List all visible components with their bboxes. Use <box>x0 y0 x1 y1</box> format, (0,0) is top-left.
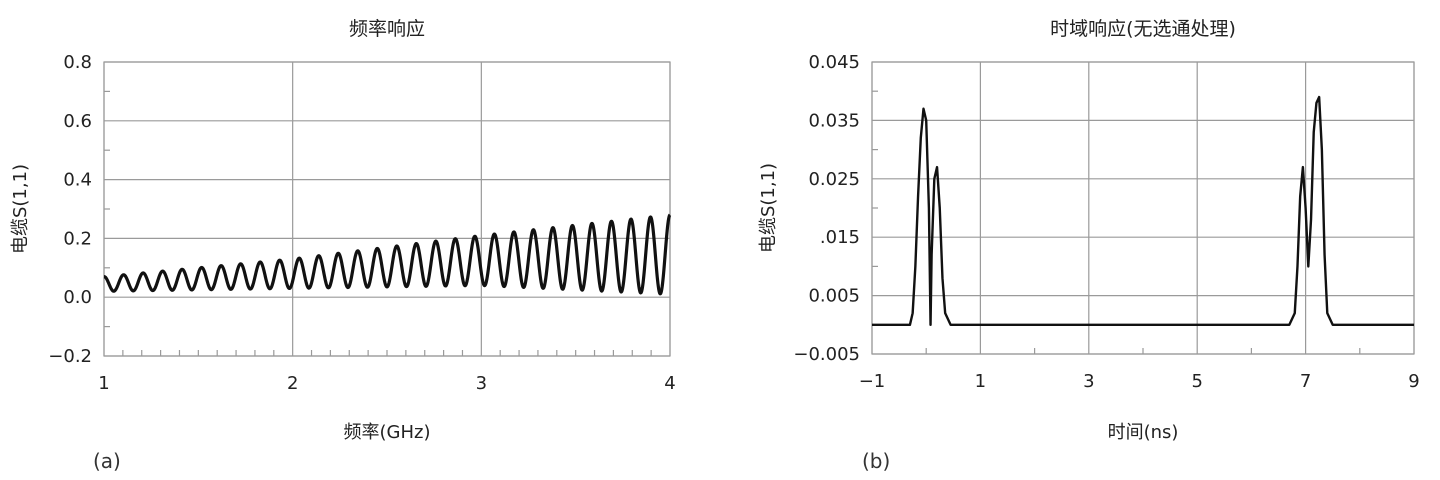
x-tick-label: 5 <box>1191 371 1202 392</box>
y-tick-label: 0.8 <box>63 52 92 73</box>
x-tick-label: 3 <box>1083 371 1094 392</box>
y-tick-label: 0.025 <box>808 169 860 190</box>
x-tick-label: 7 <box>1300 371 1311 392</box>
data-series <box>872 95 1414 326</box>
time-domain-response-chart: 时域响应(无选通处理) −1 1 3 5 7 9 −0.005 0.005 .015 0.025 0.… <box>758 18 1420 473</box>
series-line <box>872 95 1414 326</box>
y-tick-label: 0.035 <box>808 110 860 131</box>
frequency-response-panel: 频率响应 1 2 3 4 −0.2 0.0 0.2 0.4 0.6 0.8 频率(GHz) 电缆S(1,… <box>10 18 676 473</box>
time-domain-response-panel: 时域响应(无选通处理) −1 1 3 5 7 9 −0.005 0.005 .015 0.025 0.… <box>720 0 1440 480</box>
data-series <box>102 213 672 296</box>
panel-label: (a) <box>93 449 121 473</box>
y-tick-label: 0.6 <box>63 111 92 132</box>
y-tick-label: .015 <box>820 227 860 248</box>
x-tick-label: −1 <box>859 371 886 392</box>
plot-frame <box>103 61 671 357</box>
x-tick-label: 2 <box>287 373 298 394</box>
x-tick-label: 1 <box>975 371 986 392</box>
y-axis-label: 电缆S(1,1) <box>10 164 31 254</box>
gridlines <box>103 61 671 357</box>
x-axis-label: 频率(GHz) <box>344 422 431 443</box>
y-tick-label: −0.005 <box>793 344 860 365</box>
y-tick-label: 0.4 <box>63 170 92 191</box>
minor-ticks <box>104 90 652 356</box>
panel-label: (b) <box>862 449 890 473</box>
y-tick-label: 0.0 <box>63 287 92 308</box>
plot-frame <box>871 61 1415 355</box>
x-tick-label: 9 <box>1408 371 1419 392</box>
x-tick-label: 4 <box>664 373 675 394</box>
frequency-response-chart: 频率响应 1 2 3 4 −0.2 0.0 0.2 0.4 0.6 0.8 频率(GHz) 电缆S(1,… <box>10 18 676 473</box>
y-tick-label: −0.2 <box>48 346 92 367</box>
series-line <box>102 213 672 296</box>
chart-title: 频率响应 <box>349 18 425 40</box>
gridlines <box>871 61 1415 355</box>
y-tick-label: 0.2 <box>63 228 92 249</box>
x-axis-label: 时间(ns) <box>1108 422 1179 443</box>
y-tick-label: 0.045 <box>808 52 860 73</box>
y-tick-label: 0.005 <box>808 286 860 307</box>
y-axis-label: 电缆S(1,1) <box>758 163 779 253</box>
x-tick-label: 3 <box>476 373 487 394</box>
chart-title: 时域响应(无选通处理) <box>1050 18 1236 40</box>
x-tick-label: 1 <box>98 373 109 394</box>
